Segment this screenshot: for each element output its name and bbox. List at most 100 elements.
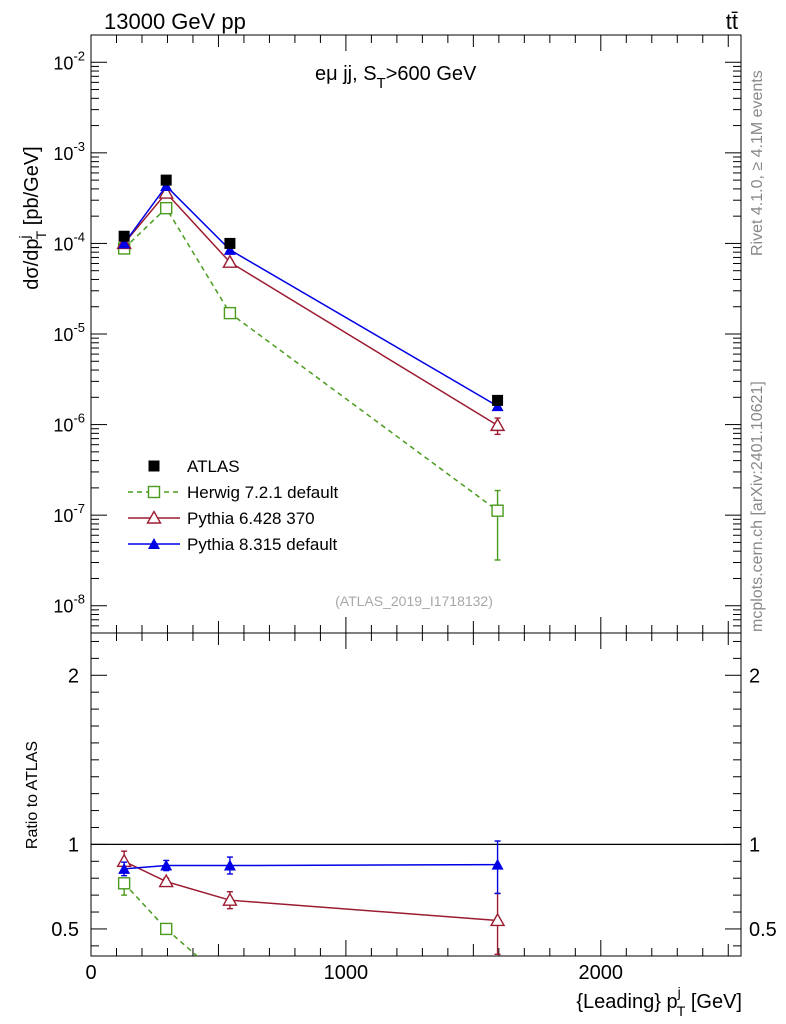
main-title: eμ jj, ST>600 GeV	[315, 63, 477, 92]
tick-mantissa: 10	[53, 416, 73, 436]
ratio-y-tick-label-right: 1	[749, 834, 760, 856]
data-point	[158, 185, 174, 199]
ratio-y-tick-label: 0.5	[51, 919, 79, 941]
ratio-frame	[90, 632, 742, 957]
tick-mantissa: 10	[53, 144, 73, 164]
legend-marker	[146, 510, 162, 524]
x-axis-label: {Leading} pj T [GeV]	[576, 984, 742, 1019]
tick-mantissa: 10	[53, 53, 73, 73]
process-label: tt̄	[726, 9, 738, 34]
main-title-text: eμ jj, S	[315, 63, 377, 85]
data-point	[492, 394, 504, 406]
x-tick-label: 2000	[579, 962, 624, 984]
main-y-tick-label: 10-2	[53, 48, 85, 73]
tick-mantissa: 10	[53, 325, 73, 345]
main-y-axis-label: dσ/dpjT [pb/GeV]	[16, 146, 49, 289]
x-axis-label-sub: T	[677, 1003, 686, 1019]
ratio-y-tick-label-right: 0.5	[749, 919, 777, 941]
tick-exponent: -7	[73, 501, 85, 516]
legend-marker	[148, 460, 160, 472]
mcplots-label: mcplots.cern.ch [arXiv:2401.10621]	[749, 381, 766, 632]
analysis-id-label: (ATLAS_2019_I1718132)	[335, 593, 493, 609]
series-line	[123, 184, 498, 407]
tick-exponent: -2	[73, 48, 85, 63]
series-pythia-6-428-370	[116, 185, 506, 436]
ratio-panel: 0.5 0.5 1 1 2 2 0 1000 2000 Ratio to ATLAS {Lead…	[24, 632, 777, 1019]
ratio-series-pythia-6-428-370	[116, 850, 506, 956]
legend-marker	[148, 538, 160, 549]
ylabel-units: [pb/GeV]	[21, 146, 43, 231]
tick-exponent: -4	[73, 229, 85, 244]
tick-mantissa: 10	[53, 234, 73, 254]
ratio-y-tick-label-right: 2	[749, 665, 760, 687]
ratio-y-axis-label: Ratio to ATLAS	[24, 741, 41, 849]
data-point	[224, 237, 236, 249]
ratio-series-line	[123, 860, 498, 922]
legend-label: Pythia 8.315 default	[187, 535, 338, 554]
svg-text:eμ jj, ST>600 GeV: eμ jj, ST>600 GeV	[315, 63, 477, 92]
legend-entry-herwig-7-2-1-default: Herwig 7.2.1 default	[128, 483, 338, 502]
legend-entry-atlas: ATLAS	[148, 457, 240, 476]
ratio-series-herwig-7-2-1-default	[117, 877, 235, 990]
series-atlas	[118, 174, 504, 406]
data-point	[118, 237, 131, 249]
series-herwig-7-2-1-default	[117, 201, 504, 561]
legend-entry-pythia-8-315-default: Pythia 8.315 default	[128, 535, 338, 554]
data-point	[223, 243, 236, 255]
x-tick-label: 0	[85, 962, 96, 984]
rivet-version-label: Rivet 4.1.0, ≥ 4.1M events	[749, 70, 766, 256]
tick-exponent: -6	[73, 411, 85, 426]
legend-label: Herwig 7.2.1 default	[187, 483, 338, 502]
main-panel: 10-810-710-610-510-410-310-2 eμ jj, ST>6…	[16, 34, 742, 634]
x-tick-label: 1000	[324, 962, 369, 984]
tick-mantissa: 10	[53, 506, 73, 526]
legend-marker	[147, 485, 161, 499]
data-point	[118, 230, 130, 242]
ratio-data-point	[159, 922, 173, 936]
data-point	[489, 417, 506, 432]
x-axis-label-sup: j	[677, 984, 681, 1000]
ratio-data-point	[158, 873, 174, 888]
ylabel-sup-j: j	[16, 235, 32, 239]
tick-exponent: -3	[73, 139, 85, 154]
tick-exponent: -8	[73, 592, 85, 607]
data-point	[160, 174, 172, 186]
data-point	[223, 306, 237, 320]
ratio-data-point	[491, 858, 504, 870]
legend-label: ATLAS	[187, 457, 240, 476]
ratio-series-line	[123, 882, 199, 956]
tick-exponent: -5	[73, 320, 85, 335]
svg-text:dσ/dpjT [pb/GeV]: dσ/dpjT [pb/GeV]	[16, 146, 49, 289]
ratio-data-point	[223, 859, 236, 871]
ratio-data-point	[222, 892, 238, 906]
ylabel-sub-T: T	[33, 230, 49, 239]
ratio-y-tick-label: 1	[68, 834, 79, 856]
series-line	[123, 206, 499, 512]
main-title-subscript: T	[377, 75, 386, 92]
ratio-series-line	[124, 863, 498, 870]
x-axis-label-tail: [GeV]	[685, 991, 742, 1013]
legend-label: Pythia 6.428 370	[187, 509, 315, 528]
ratio-data-point	[117, 877, 131, 890]
ratio-data-point	[118, 862, 131, 874]
series-line	[123, 191, 498, 427]
tick-mantissa: 10	[53, 597, 73, 617]
main-y-tick-label: 10-5	[53, 320, 85, 345]
ratio-data-point	[489, 912, 506, 927]
data-point	[491, 504, 504, 517]
legend: ATLAS Herwig 7.2.1 default Pythia 6.428 37…	[128, 457, 338, 554]
main-y-tick-label: 10-6	[53, 411, 85, 436]
data-point	[222, 254, 238, 268]
main-y-tick-label: 10-8	[53, 592, 85, 617]
x-axis-label-main: {Leading} p	[576, 991, 677, 1013]
main-title-tail: >600 GeV	[386, 63, 477, 85]
ratio-y-tick-label: 2	[68, 665, 79, 687]
legend-entry-pythia-6-428-370: Pythia 6.428 370	[128, 509, 315, 528]
series-pythia-8-315-default	[118, 180, 504, 412]
ratio-data-point	[224, 979, 235, 990]
main-y-tick-label: 10-4	[53, 229, 85, 254]
ratio-series-pythia-8-315-default	[118, 840, 504, 895]
energy-label: 13000 GeV pp	[104, 9, 246, 34]
main-y-tick-label: 10-3	[53, 139, 85, 164]
